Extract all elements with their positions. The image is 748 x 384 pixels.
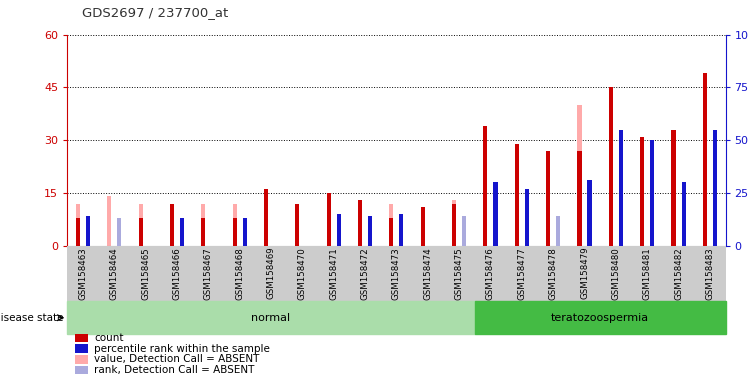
Text: teratozoospermia: teratozoospermia — [551, 313, 649, 323]
Bar — [557, 216, 560, 246]
Text: GSM158481: GSM158481 — [643, 247, 652, 300]
Text: rank, Detection Call = ABSENT: rank, Detection Call = ABSENT — [94, 365, 254, 375]
Text: GSM158471: GSM158471 — [329, 247, 338, 300]
Bar — [650, 140, 654, 246]
Bar — [577, 105, 581, 246]
Bar — [390, 218, 393, 246]
Text: GSM158476: GSM158476 — [486, 247, 495, 300]
Bar — [475, 301, 726, 334]
Bar — [368, 216, 373, 246]
Bar — [515, 144, 519, 246]
Text: GSM158464: GSM158464 — [110, 247, 119, 300]
Text: GSM158478: GSM158478 — [549, 247, 558, 300]
Bar — [201, 218, 206, 246]
Bar — [233, 218, 236, 246]
Text: normal: normal — [251, 313, 291, 323]
Bar — [399, 214, 403, 246]
Bar — [170, 204, 174, 246]
Bar — [368, 216, 373, 246]
Bar — [420, 207, 425, 246]
Bar — [483, 126, 488, 246]
Text: GDS2697 / 237700_at: GDS2697 / 237700_at — [82, 6, 229, 19]
Text: GSM158477: GSM158477 — [518, 247, 527, 300]
Bar — [672, 130, 675, 246]
Bar — [358, 200, 362, 246]
Bar — [337, 214, 341, 246]
Text: GSM158483: GSM158483 — [705, 247, 714, 300]
Text: GSM158465: GSM158465 — [141, 247, 150, 300]
Text: GSM158475: GSM158475 — [455, 247, 464, 300]
Bar — [619, 130, 623, 246]
Bar — [452, 204, 456, 246]
Bar — [462, 216, 466, 246]
Text: percentile rank within the sample: percentile rank within the sample — [94, 344, 270, 354]
Bar — [452, 200, 456, 246]
Bar — [546, 151, 551, 246]
Bar — [681, 182, 686, 246]
Bar — [86, 216, 90, 246]
Bar — [264, 189, 268, 246]
Text: GSM158467: GSM158467 — [204, 247, 213, 300]
Text: GSM158482: GSM158482 — [674, 247, 683, 300]
Bar — [201, 204, 206, 246]
Bar — [117, 218, 121, 246]
Bar — [609, 88, 613, 246]
Text: GSM158470: GSM158470 — [298, 247, 307, 300]
Text: GSM158480: GSM158480 — [611, 247, 620, 300]
Text: GSM158473: GSM158473 — [392, 247, 401, 300]
Bar — [67, 301, 475, 334]
Text: value, Detection Call = ABSENT: value, Detection Call = ABSENT — [94, 354, 260, 364]
Bar — [703, 73, 707, 246]
Bar — [138, 204, 143, 246]
Bar — [76, 204, 80, 246]
Bar — [295, 204, 299, 246]
Bar — [107, 197, 111, 246]
Bar — [713, 130, 717, 246]
Text: GSM158479: GSM158479 — [580, 247, 589, 300]
Bar — [587, 180, 592, 246]
Text: GSM158466: GSM158466 — [173, 247, 182, 300]
Text: count: count — [94, 333, 123, 343]
Bar — [242, 218, 247, 246]
Text: GSM158463: GSM158463 — [79, 247, 88, 300]
Bar — [180, 218, 184, 246]
Text: GSM158469: GSM158469 — [266, 247, 275, 300]
Bar — [295, 204, 299, 246]
Text: disease state: disease state — [0, 313, 64, 323]
Bar — [180, 218, 184, 246]
Bar — [525, 189, 529, 246]
Bar — [327, 193, 331, 246]
Text: GSM158474: GSM158474 — [423, 247, 432, 300]
Bar — [494, 182, 497, 246]
Bar — [138, 218, 143, 246]
Bar — [390, 204, 393, 246]
Bar — [577, 151, 581, 246]
Text: GSM158468: GSM158468 — [235, 247, 244, 300]
Bar — [233, 204, 236, 246]
Bar — [76, 218, 80, 246]
Text: GSM158472: GSM158472 — [361, 247, 370, 300]
Bar — [242, 218, 247, 246]
Bar — [640, 137, 644, 246]
